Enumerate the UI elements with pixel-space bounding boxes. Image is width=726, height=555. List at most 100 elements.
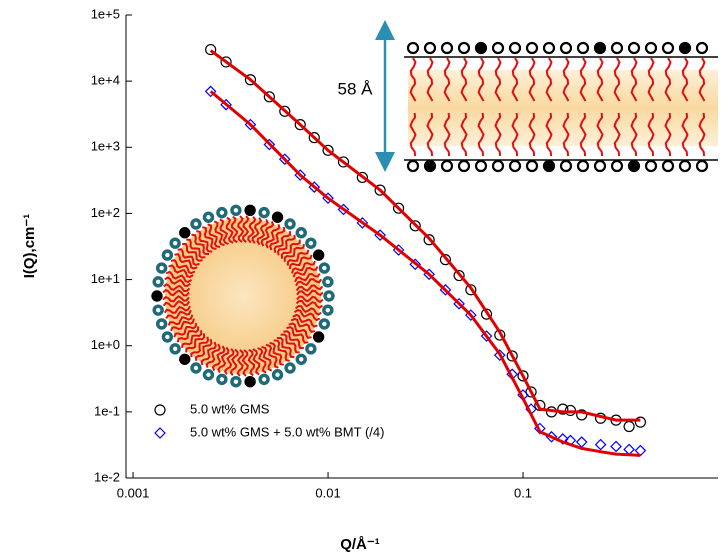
lipid-tail: [288, 254, 313, 270]
lipid-head-inner: [206, 372, 211, 377]
lipid-tail: [409, 112, 417, 157]
lipid-tail: [280, 239, 301, 259]
lipid-tail: [174, 252, 198, 270]
lipid-tail: [256, 218, 269, 246]
lipid-head-inner: [308, 240, 314, 246]
lipid-tail: [295, 304, 322, 316]
lipid-tail: [225, 216, 234, 244]
lipid-head-inner: [308, 346, 314, 352]
lipid-head: [271, 211, 284, 223]
lipid-head-inner: [325, 307, 331, 313]
lipid-tail: [290, 317, 316, 334]
lipid-tail: [545, 112, 553, 157]
lipid-head: [244, 204, 256, 216]
lipid-head: [644, 159, 658, 173]
lipid-tail: [269, 342, 284, 366]
lipid-tail: [273, 339, 290, 362]
lipid-tail: [194, 338, 213, 362]
lipid-tail: [579, 57, 587, 102]
lipid-tail: [242, 215, 250, 243]
data-point: [308, 132, 320, 144]
lipid-head-inner: [159, 265, 164, 271]
data-point: [294, 119, 306, 131]
lipid-head-inner: [287, 365, 293, 371]
lipid-head: [491, 41, 505, 55]
lipid-head: [440, 41, 454, 55]
lipid-tail: [286, 249, 310, 266]
y-tick-label: 1e+4: [91, 73, 120, 88]
lipid-head: [179, 227, 191, 239]
lipid-head: [406, 41, 420, 55]
lipid-head: [593, 41, 607, 55]
lipid-tail: [647, 112, 655, 157]
lipid-tail: [163, 305, 191, 314]
lipid-head-inner: [275, 372, 280, 377]
data-point: [423, 234, 435, 246]
lipid-tail: [681, 57, 689, 102]
lipid-tail: [280, 333, 300, 354]
lipid-head: [244, 376, 256, 388]
lipid-tail: [165, 270, 193, 283]
x-tick-label: 0.001: [117, 485, 150, 500]
lipid-tail: [681, 112, 689, 157]
lipid-tail: [200, 341, 217, 366]
fit-line: [209, 49, 641, 422]
y-tick-label: 1e+0: [91, 337, 120, 352]
lipid-head-inner: [233, 379, 239, 384]
lipid-head-inner: [219, 377, 225, 382]
lipid-tail: [291, 260, 316, 274]
lipid-tail: [211, 345, 226, 371]
lipid-tail: [191, 233, 210, 255]
lipid-head: [457, 41, 471, 55]
lipid-tail: [170, 258, 196, 275]
lipid-tail: [288, 322, 312, 340]
lipid-tail: [190, 336, 210, 358]
lipid-head-inner: [172, 346, 178, 352]
lipid-tail: [283, 243, 305, 262]
lipid-head: [559, 41, 573, 55]
legend-label: 5.0 wt% GMS + 5.0 wt% BMT (/4): [190, 424, 384, 439]
lipid-tail: [164, 276, 191, 288]
lipid-tail: [276, 234, 296, 256]
lipid-tail: [207, 223, 221, 249]
lipid-tail: [168, 264, 194, 279]
lipid-head: [508, 159, 522, 173]
lipid-head: [508, 41, 522, 55]
lipid-head: [423, 41, 437, 55]
lipid-head-inner: [155, 307, 161, 313]
vesicle-core: [165, 218, 321, 374]
lipid-head-inner: [261, 377, 267, 382]
lipid-tail: [265, 224, 281, 249]
data-point: [517, 370, 529, 382]
y-tick-label: 1e+2: [91, 205, 120, 220]
lipid-head: [312, 331, 325, 343]
lipid-head-inner: [165, 252, 170, 258]
lipid-tail: [162, 295, 190, 303]
lipid-head-inner: [322, 265, 327, 271]
lipid-tail: [181, 330, 203, 349]
lipid-tail: [260, 221, 275, 247]
lipid-tail: [477, 112, 485, 157]
lipid-tail: [162, 288, 190, 297]
lipid-tail: [176, 326, 200, 343]
lipid-head-inner: [322, 321, 327, 327]
lipid-tail: [223, 348, 235, 375]
lipid-head: [525, 159, 539, 173]
lipid-head-inner: [325, 279, 331, 285]
lipid-tail: [613, 57, 621, 102]
lipid-head-inner: [193, 221, 199, 227]
lipid-head: [474, 41, 488, 55]
lipid-tail: [202, 226, 217, 250]
lipid-tail: [177, 248, 200, 266]
lipid-head-inner: [233, 208, 239, 213]
lipid-tail: [261, 345, 273, 372]
lipid-head-inner: [165, 334, 170, 340]
y-tick-label: 1e+5: [91, 6, 120, 21]
lipid-head: [661, 41, 675, 55]
y-tick-label: 1e-2: [94, 469, 120, 484]
data-point: [594, 438, 607, 451]
lipid-tail: [293, 309, 321, 322]
lipid-tail: [698, 112, 706, 157]
lipid-head-inner: [326, 293, 332, 299]
legend-symbol: [154, 404, 166, 416]
